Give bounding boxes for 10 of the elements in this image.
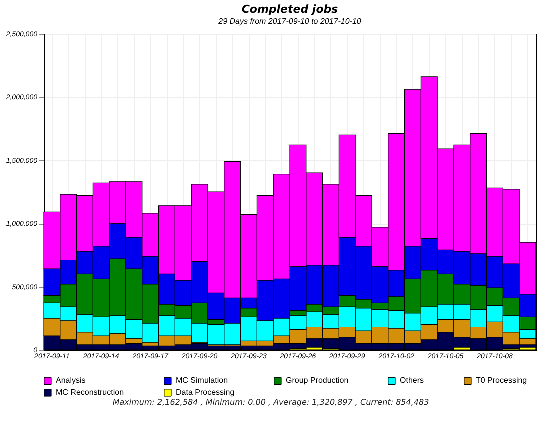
- legend-label: MC Simulation: [176, 376, 228, 386]
- chart-title: Completed jobs: [242, 3, 339, 16]
- legend-label: Group Production: [286, 376, 349, 386]
- text: Maximum: 2,162,584 , Minimum: 0.00 , Average: 1,320,897 , Current: 854,483: [112, 398, 430, 407]
- legend-label: MC Reconstruction: [56, 388, 124, 397]
- legend-label: Data Processing: [176, 388, 235, 397]
- legend-label: Analysis: [56, 376, 86, 386]
- chart-subtitle: 29 Days from 2017-09-10 to 2017-10-10: [218, 17, 362, 26]
- legend-label: T0 Processing: [476, 376, 528, 386]
- legend-label: Others: [400, 376, 424, 386]
